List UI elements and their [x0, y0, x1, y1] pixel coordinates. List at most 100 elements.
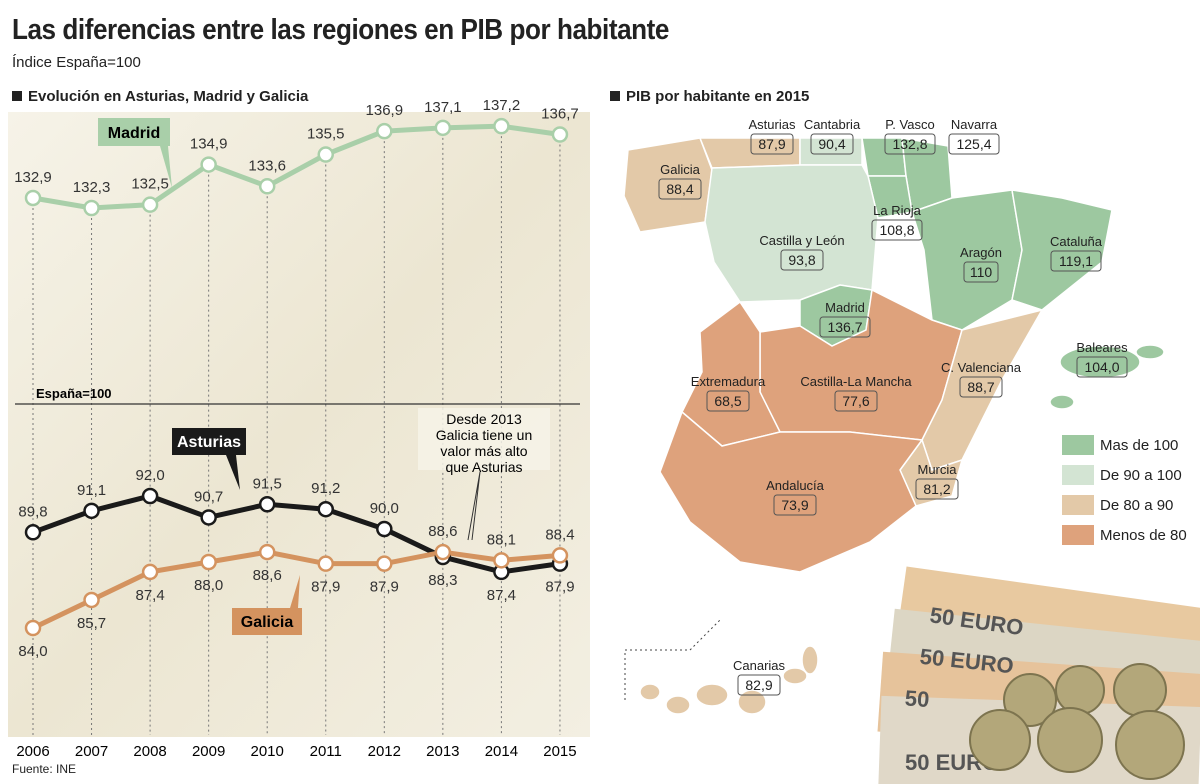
svg-text:50: 50 — [904, 685, 930, 712]
data-point-asturias[interactable] — [376, 520, 393, 538]
svg-text:Castilla y León: Castilla y León — [759, 233, 844, 248]
map-label-canarias: Canarias 82,9 — [733, 658, 786, 696]
svg-text:87,9: 87,9 — [758, 136, 785, 152]
svg-text:Aragón: Aragón — [960, 245, 1002, 260]
data-label: 88,0 — [194, 577, 223, 594]
data-label: 91,1 — [77, 482, 106, 499]
data-point-galicia[interactable] — [434, 543, 452, 561]
data-point-asturias[interactable] — [24, 524, 42, 541]
svg-text:108,8: 108,8 — [879, 222, 914, 238]
data-point-madrid[interactable] — [141, 196, 159, 213]
data-point-asturias[interactable] — [141, 487, 159, 505]
map-legend: Mas de 100 De 90 a 100 De 80 a 90 Menos de … — [1062, 430, 1187, 550]
svg-text:88,4: 88,4 — [666, 181, 693, 197]
data-point-asturias[interactable] — [258, 496, 276, 513]
data-point-galicia[interactable] — [83, 591, 100, 609]
data-label: 84,0 — [18, 643, 47, 660]
data-point-madrid[interactable] — [376, 122, 393, 140]
svg-text:68,5: 68,5 — [714, 393, 741, 409]
map-label-cantabria: Cantabria 90,4 — [804, 117, 861, 155]
data-label: 88,4 — [545, 526, 574, 543]
data-point-madrid[interactable] — [258, 178, 276, 195]
x-tick-label: 2007 — [75, 743, 108, 760]
svg-text:Baleares: Baleares — [1076, 340, 1128, 355]
data-point-galicia[interactable] — [317, 555, 334, 572]
legend-label: De 90 a 100 — [1100, 466, 1182, 484]
map-label-madrid: Madrid 136,7 — [819, 300, 871, 338]
svg-text:Cantabria: Cantabria — [804, 117, 861, 132]
svg-text:93,8: 93,8 — [788, 252, 815, 268]
data-label: 88,3 — [428, 572, 457, 589]
data-point-madrid[interactable] — [551, 126, 569, 143]
region-aragon[interactable] — [911, 189, 1023, 331]
spain-map — [623, 137, 1165, 715]
page-title: Las diferencias entre las regiones en PI… — [12, 14, 669, 46]
data-label: 136,9 — [366, 102, 404, 119]
data-point-galicia[interactable] — [200, 553, 217, 571]
data-point-madrid[interactable] — [493, 117, 510, 135]
data-label: 134,9 — [190, 136, 228, 153]
data-point-madrid[interactable] — [83, 199, 100, 217]
x-tick-label: 2014 — [485, 743, 518, 760]
data-label: 85,7 — [77, 615, 106, 632]
data-point-madrid[interactable] — [200, 156, 217, 173]
legend-label: Menos de 80 — [1100, 526, 1187, 544]
data-label: 88,1 — [487, 531, 516, 548]
x-tick-label: 2008 — [133, 743, 166, 760]
data-point-galicia[interactable] — [141, 563, 159, 581]
data-point-madrid[interactable] — [317, 146, 334, 163]
data-point-galicia[interactable] — [551, 547, 569, 564]
svg-text:Madrid: Madrid — [108, 125, 160, 142]
x-tick-label: 2012 — [368, 743, 401, 760]
data-point-asturias[interactable] — [317, 500, 334, 518]
x-tick-label: 2015 — [543, 743, 576, 760]
svg-text:125,4: 125,4 — [956, 136, 991, 152]
region-baleares[interactable] — [1059, 345, 1141, 379]
chart-title: Evolución en Asturias, Madrid y Galicia — [12, 88, 308, 105]
region-andalucia[interactable] — [659, 410, 924, 573]
data-point-asturias[interactable] — [200, 509, 217, 526]
map-label-navarra: Navarra 125,4 — [948, 117, 1000, 155]
x-tick-label: 2010 — [251, 743, 284, 760]
map-label-asturias: Asturias 87,9 — [749, 117, 796, 155]
island — [1049, 394, 1075, 410]
page-subtitle: Índice España=100 — [12, 54, 141, 71]
asturias-callout: Asturias — [172, 428, 246, 490]
legend-swatch — [1062, 435, 1094, 455]
legend-item: De 90 a 100 — [1062, 460, 1187, 490]
data-point-galicia[interactable] — [24, 619, 42, 637]
svg-text:Canarias: Canarias — [733, 658, 786, 673]
data-label: 89,8 — [18, 503, 47, 520]
annotation: Desde 2013 Galicia tiene un valor más alto… — [418, 408, 550, 541]
series-line-asturias — [32, 493, 561, 575]
svg-text:104,0: 104,0 — [1084, 359, 1119, 375]
data-label: 135,5 — [307, 126, 345, 143]
data-label: 91,2 — [311, 480, 340, 497]
data-label: 92,0 — [135, 467, 164, 484]
data-point-galicia[interactable] — [376, 555, 393, 572]
legend-swatch — [1062, 525, 1094, 545]
data-point-asturias[interactable] — [83, 502, 100, 520]
map-label-castilla-la-mancha: Castilla-La Mancha 77,6 — [800, 374, 912, 412]
svg-text:Cataluña: Cataluña — [1050, 234, 1103, 249]
map-label-arag-n: Aragón 110 — [960, 245, 1002, 283]
svg-text:136,7: 136,7 — [827, 319, 862, 335]
data-point-madrid[interactable] — [434, 119, 452, 137]
svg-text:88,7: 88,7 — [967, 379, 994, 395]
data-label: 132,9 — [14, 169, 52, 186]
galicia-callout: Galicia — [232, 575, 302, 635]
data-point-madrid[interactable] — [24, 189, 42, 207]
region-cataluna[interactable] — [1011, 189, 1113, 311]
canarias-inset-border — [624, 619, 721, 700]
svg-text:Galicia: Galicia — [241, 614, 294, 631]
source-note: Fuente: INE — [12, 762, 77, 776]
data-label: 136,7 — [541, 106, 579, 123]
map-label-baleares: Baleares 104,0 — [1076, 340, 1128, 378]
svg-text:90,4: 90,4 — [818, 136, 845, 152]
svg-text:110: 110 — [970, 264, 993, 280]
data-point-galicia[interactable] — [493, 552, 510, 569]
region-canarias[interactable] — [639, 645, 819, 715]
data-point-galicia[interactable] — [258, 543, 276, 561]
map-label-extremadura: Extremadura 68,5 — [691, 374, 766, 412]
legend-item: Menos de 80 — [1062, 520, 1187, 550]
